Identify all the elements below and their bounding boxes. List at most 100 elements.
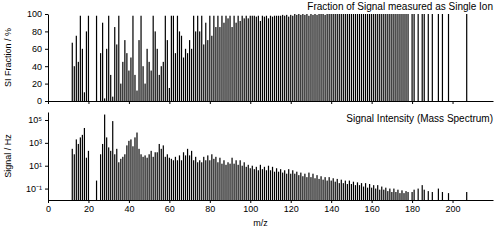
bar — [438, 189, 439, 200]
bar — [124, 154, 125, 200]
bar — [203, 157, 204, 200]
bar — [351, 14, 352, 101]
bar — [233, 16, 234, 101]
bar — [153, 157, 154, 200]
bar — [187, 53, 188, 101]
bar — [414, 190, 415, 200]
bar — [118, 16, 119, 101]
bar — [399, 14, 400, 101]
panel: 020406080100Fraction of Signal measured … — [3, 1, 494, 106]
bar — [173, 160, 174, 200]
bar — [201, 162, 202, 200]
bar — [442, 192, 443, 200]
tick-label: 40 — [124, 204, 134, 214]
tick-mark — [331, 200, 332, 203]
bar — [312, 15, 313, 101]
bar — [211, 36, 212, 101]
bar — [219, 27, 220, 101]
bar — [316, 15, 317, 101]
bar — [159, 75, 160, 101]
bar — [353, 182, 354, 200]
bar — [223, 160, 224, 200]
bar — [401, 14, 402, 101]
bar — [233, 164, 234, 200]
bar — [122, 62, 123, 101]
bar — [159, 144, 160, 200]
bar — [211, 154, 212, 200]
bar — [385, 188, 386, 200]
bar — [389, 14, 390, 101]
tick: 40 — [124, 200, 134, 214]
bar — [207, 40, 208, 101]
tick: 200 — [446, 200, 461, 214]
bar — [223, 23, 224, 101]
bar — [252, 166, 253, 200]
bar — [268, 166, 269, 200]
tick — [372, 101, 373, 104]
bar — [369, 184, 370, 200]
bar — [339, 14, 340, 101]
bar — [331, 181, 332, 200]
tick-label: 200 — [446, 204, 461, 214]
bar — [466, 14, 467, 101]
bar — [341, 180, 342, 200]
x-label: m/z — [253, 218, 268, 228]
bar — [128, 141, 129, 200]
x-axis — [49, 101, 494, 104]
y-axis: 020406080100 — [27, 9, 49, 106]
bar — [337, 14, 338, 101]
bar — [240, 160, 241, 200]
bar — [207, 155, 208, 200]
tick-label: 160 — [365, 204, 380, 214]
bar — [244, 18, 245, 101]
tick-mark — [45, 31, 48, 32]
bar — [407, 14, 408, 101]
bar — [82, 135, 83, 200]
bar — [100, 53, 101, 101]
bar — [96, 16, 97, 101]
bar — [290, 15, 291, 101]
bar — [254, 16, 255, 101]
tick — [250, 101, 251, 104]
tick-label: 60 — [32, 44, 42, 54]
bar — [225, 165, 226, 200]
tick: 100 — [243, 200, 258, 214]
tick: 0 — [46, 200, 51, 214]
bar — [308, 16, 309, 101]
bar — [213, 16, 214, 101]
bar — [163, 62, 164, 101]
tick-mark — [250, 101, 251, 104]
axis-line — [49, 200, 494, 201]
bar — [181, 160, 182, 200]
bars — [72, 14, 468, 101]
bar — [272, 17, 273, 101]
bar — [151, 151, 152, 200]
tick: 10¹ — [29, 161, 48, 171]
bar — [199, 160, 200, 200]
bar — [238, 165, 239, 200]
bar — [203, 44, 204, 101]
bar — [163, 145, 164, 200]
tick-mark — [48, 101, 49, 104]
bar — [448, 193, 449, 200]
bar — [84, 92, 85, 101]
bar — [147, 49, 148, 101]
bar — [428, 191, 429, 200]
axis-line — [49, 101, 494, 102]
bar — [286, 174, 287, 200]
bar — [314, 14, 315, 101]
bar — [403, 14, 404, 101]
tick-mark — [210, 200, 211, 203]
bar — [347, 184, 348, 200]
bar — [393, 189, 394, 200]
bar — [102, 23, 103, 101]
bar — [262, 169, 263, 200]
bar — [229, 16, 230, 101]
tick — [412, 101, 413, 104]
tick-mark — [129, 101, 130, 104]
bar — [345, 181, 346, 200]
bar — [106, 49, 107, 101]
bar — [244, 162, 245, 200]
bar — [76, 139, 77, 200]
bar — [161, 66, 162, 101]
